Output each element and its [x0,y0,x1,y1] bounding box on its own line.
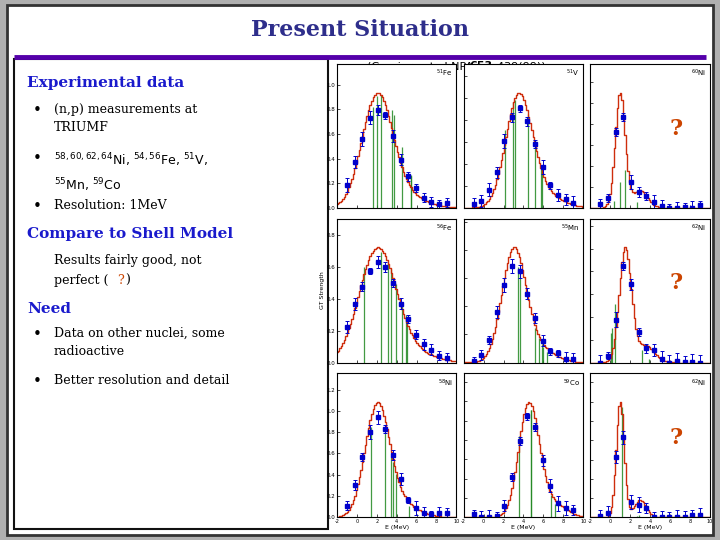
Text: $^{55}$Mn: $^{55}$Mn [561,223,580,234]
Text: (Caurier , et al NPA: (Caurier , et al NPA [367,62,477,71]
Text: Need: Need [27,302,71,316]
Text: perfect (: perfect ( [54,274,109,287]
Text: $^{59}$Co: $^{59}$Co [562,377,580,389]
Text: ?: ? [670,272,683,294]
Text: (n,p) measurements at
TRIUMF: (n,p) measurements at TRIUMF [54,103,197,134]
Text: •: • [32,151,41,166]
X-axis label: E (MeV): E (MeV) [638,525,662,530]
Text: , 439(99)): , 439(99)) [490,62,545,71]
Text: ?: ? [117,274,124,287]
Text: $^{58}$Ni: $^{58}$Ni [438,377,453,389]
Text: $^{51}$V: $^{51}$V [567,68,580,79]
Text: $^{62}$Ni: $^{62}$Ni [691,377,706,389]
Text: Compare to Shell Model: Compare to Shell Model [27,227,233,241]
Text: ?: ? [670,118,683,139]
Text: $^{58,60,62,64}$Ni, $^{54,56}$Fe, $^{51}$V,
$^{55}$Mn, $^{59}$Co: $^{58,60,62,64}$Ni, $^{54,56}$Fe, $^{51}… [54,151,208,194]
Text: •: • [32,103,41,118]
Text: •: • [32,199,41,214]
Text: $^{62}$Ni: $^{62}$Ni [691,223,706,234]
Text: Resolution: 1MeV: Resolution: 1MeV [54,199,166,212]
Text: ?: ? [670,427,683,449]
Text: $^{60}$Ni: $^{60}$Ni [691,68,706,79]
Text: Experimental data: Experimental data [27,76,184,90]
Text: •: • [32,374,41,389]
Text: $^{51}$Fe: $^{51}$Fe [436,68,453,79]
Bar [14,59,328,529]
Text: Results fairly good, not: Results fairly good, not [54,254,202,267]
X-axis label: E (MeV): E (MeV) [384,525,409,530]
Text: ): ) [125,274,130,287]
Y-axis label: GT Strength: GT Strength [320,272,325,309]
X-axis label: E (MeV): E (MeV) [511,525,536,530]
Text: Better resolution and detail: Better resolution and detail [54,374,230,387]
Text: $^{56}$Fe: $^{56}$Fe [436,223,453,234]
Text: 653: 653 [469,62,492,71]
Text: Data on other nuclei, some
radioactive: Data on other nuclei, some radioactive [54,327,225,358]
Text: •: • [32,327,41,342]
Text: Present Situation: Present Situation [251,19,469,40]
